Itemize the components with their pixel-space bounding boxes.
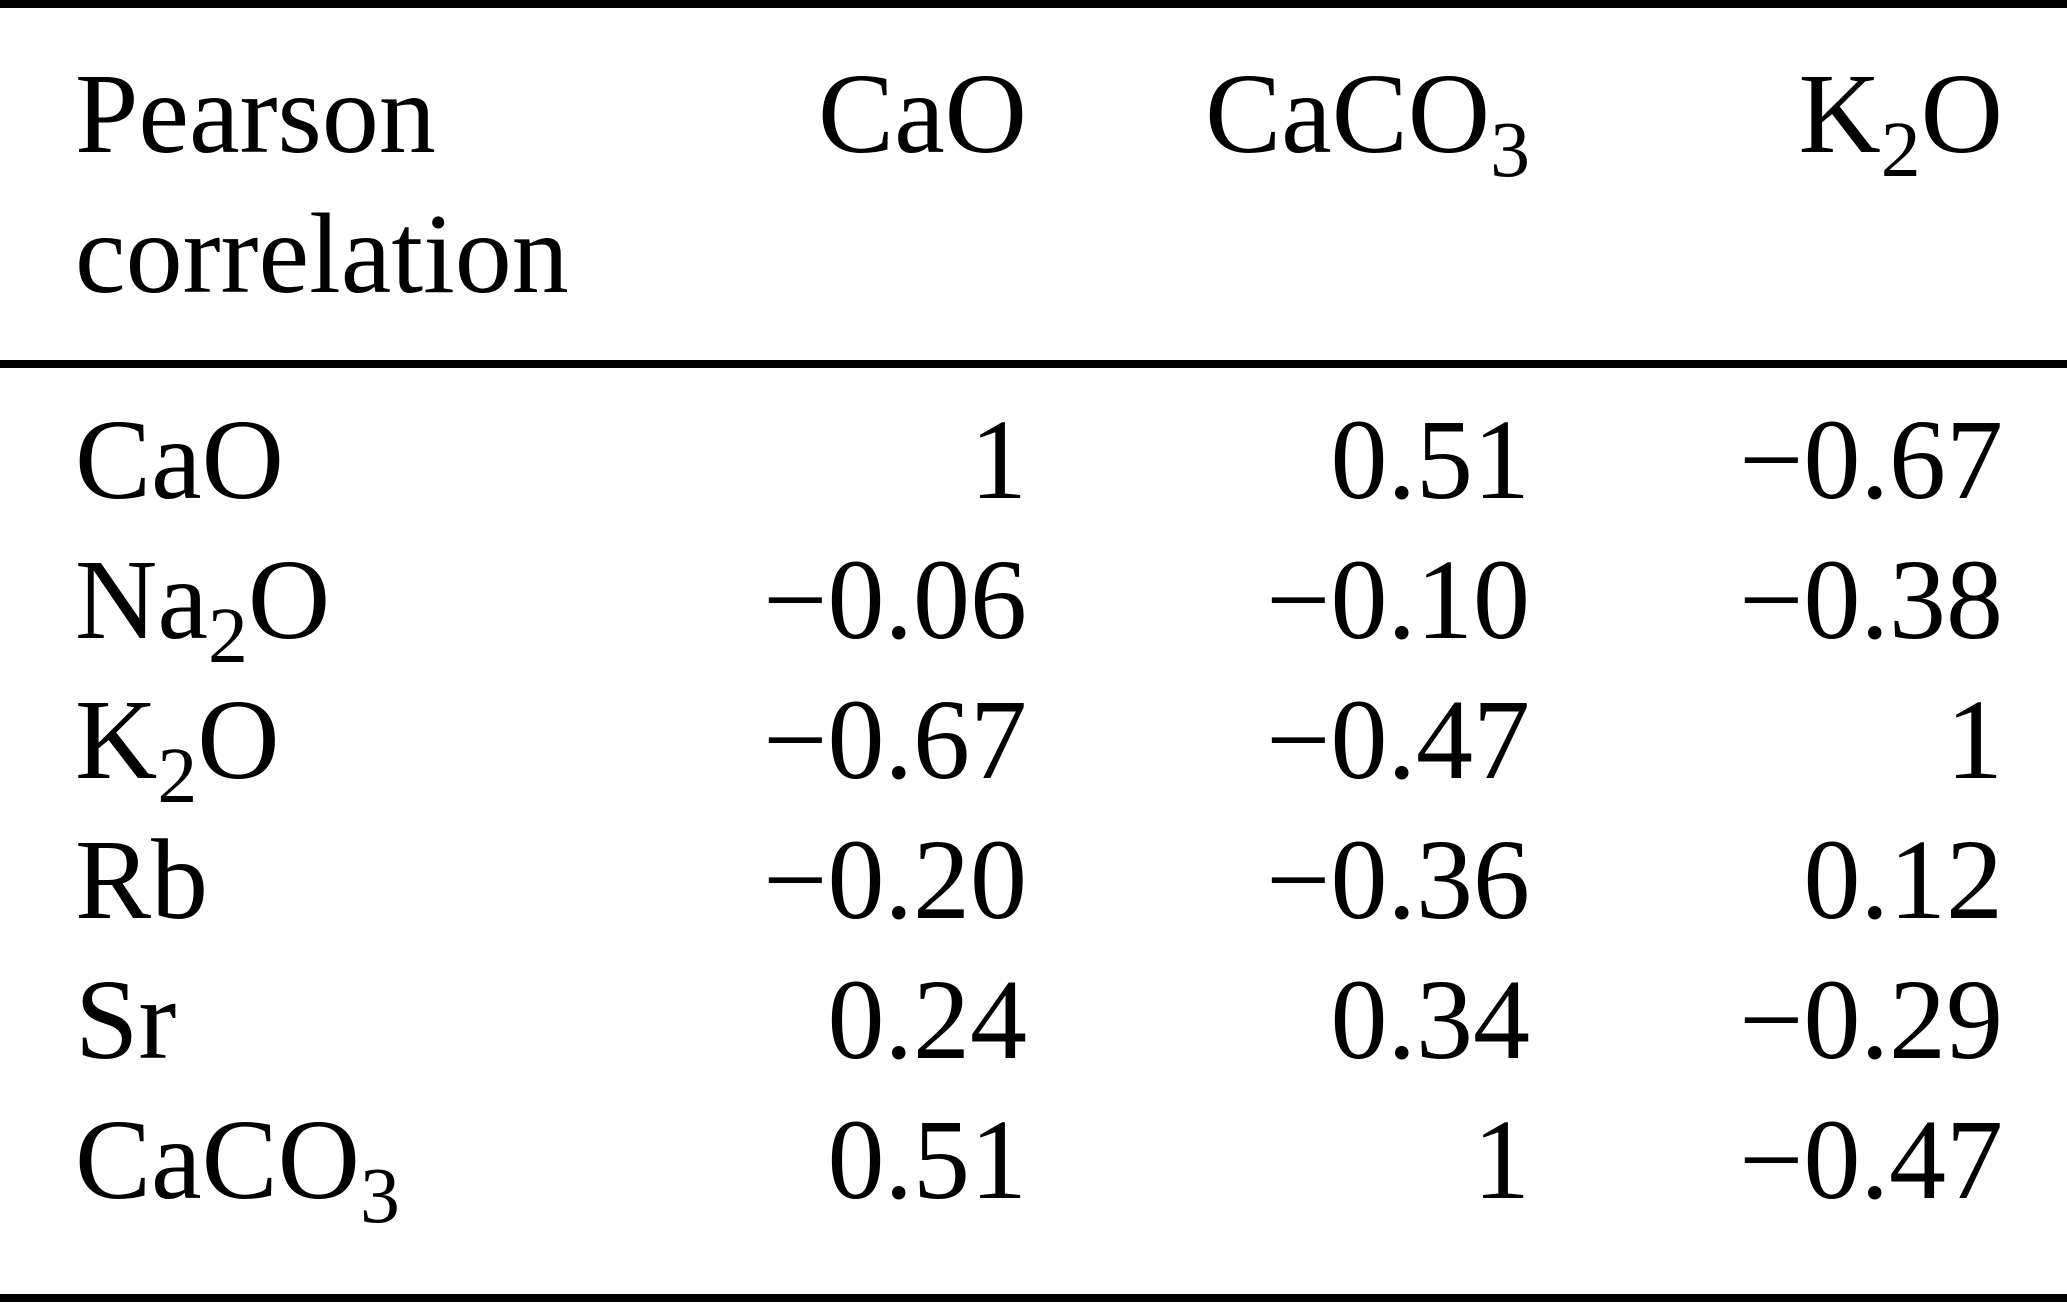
spacer-row: [75, 360, 2003, 390]
cell-Na2O-K2O: −0.38: [1739, 536, 2003, 663]
row-label-Sr: Sr: [75, 950, 675, 1090]
column-header-K2O: K2O: [1530, 8, 2003, 360]
formula-subscript: 2: [157, 731, 198, 820]
cell-Sr-CaO: 0.24: [827, 956, 1028, 1083]
table-row-CaCO3: CaCO3 0.51 1 −0.47: [75, 1090, 2003, 1236]
formula-text: CaCO: [75, 1096, 360, 1223]
cell-K2O-CaO: −0.67: [763, 676, 1027, 803]
cell-Sr-CaCO3: 0.34: [1330, 956, 1531, 1083]
cell-Sr-K2O: −0.29: [1739, 956, 2003, 1083]
cell-CaCO3-CaO: 0.51: [827, 1096, 1028, 1223]
formula-text: O: [1920, 50, 2003, 177]
cell-Rb-CaO: −0.20: [763, 816, 1027, 943]
cell-K2O-CaCO3: −0.47: [1266, 676, 1530, 803]
table-title-line2: correlation: [75, 190, 569, 317]
cell-K2O-K2O: 1: [1946, 676, 2003, 803]
formula-text: K: [75, 676, 158, 803]
cell-CaO-CaO: 1: [970, 396, 1027, 523]
column-header-CaO: CaO: [675, 8, 1027, 360]
column-header-CaCO3: CaCO3: [1027, 8, 1530, 360]
row-label-CaCO3: CaCO3: [75, 1090, 675, 1236]
table-row-Na2O: Na2O −0.06 −0.10 −0.38: [75, 530, 2003, 676]
cell-Na2O-CaCO3: −0.10: [1266, 536, 1530, 663]
row-label-K2O: K2O: [75, 670, 675, 816]
row-label-Rb: Rb: [75, 810, 675, 950]
formula-text: CaO: [75, 396, 284, 523]
table-row-CaO: CaO 1 0.51 −0.67: [75, 390, 2003, 530]
formula-text: O: [197, 676, 280, 803]
row-label-CaO: CaO: [75, 390, 675, 530]
formula-text: K: [1798, 50, 1881, 177]
cell-Na2O-CaO: −0.06: [763, 536, 1027, 663]
table-row-K2O: K2O −0.67 −0.47 1: [75, 670, 2003, 816]
table-row-Rb: Rb −0.20 −0.36 0.12: [75, 810, 2003, 950]
header-rule: [0, 360, 2067, 368]
top-rule: [0, 0, 2067, 8]
table-body: CaO 1 0.51 −0.67 Na2O −0.06 −0.10 −0.38 K2O −0.67…: [75, 360, 2003, 1236]
table-title: Pearson correlation: [75, 8, 675, 360]
cell-Rb-CaCO3: −0.36: [1266, 816, 1530, 943]
formula-text: Sr: [75, 956, 177, 1083]
formula-subscript: 2: [207, 591, 248, 680]
cell-CaO-K2O: −0.67: [1739, 396, 2003, 523]
cell-Rb-K2O: 0.12: [1803, 816, 2004, 943]
pearson-correlation-table: Pearson correlation CaO CaCO3 K2O CaO 1 0.51…: [75, 8, 2003, 1236]
formula-subscript: 3: [1490, 105, 1530, 194]
cell-CaCO3-CaCO3: 1: [1473, 1096, 1530, 1223]
formula-text: CaO: [818, 50, 1027, 177]
cell-CaCO3-K2O: −0.47: [1739, 1096, 2003, 1223]
formula-text: O: [247, 536, 331, 663]
row-label-Na2O: Na2O: [75, 530, 675, 676]
formula-text: Na: [75, 536, 208, 663]
table-title-line1: Pearson: [75, 50, 436, 177]
table-row-Sr: Sr 0.24 0.34 −0.29: [75, 950, 2003, 1090]
cell-CaO-CaCO3: 0.51: [1330, 396, 1531, 523]
bottom-rule: [0, 1294, 2067, 1302]
formula-subscript: 3: [360, 1151, 400, 1240]
formula-text: CaCO: [1205, 50, 1491, 177]
formula-subscript: 2: [1880, 105, 1921, 194]
header-row: Pearson correlation CaO CaCO3 K2O: [75, 8, 2003, 360]
formula-text: Rb: [75, 816, 209, 943]
